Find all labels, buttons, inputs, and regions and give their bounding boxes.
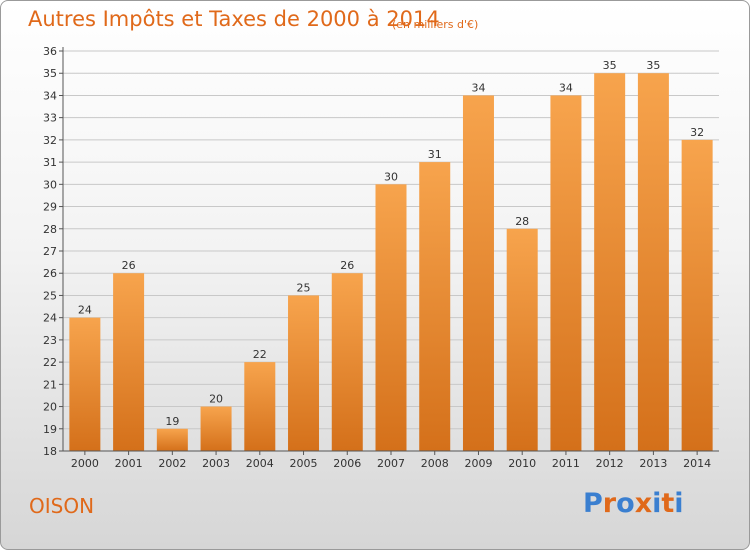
y-tick-label: 23 [43, 334, 57, 347]
logo-letter: i [674, 488, 684, 519]
bar-value-label: 34 [471, 81, 485, 94]
y-tick-label: 33 [43, 112, 57, 125]
bar-2000 [69, 317, 101, 451]
bar-2003 [200, 406, 232, 451]
bar-value-label: 25 [297, 281, 311, 294]
bar-2005 [288, 295, 320, 451]
x-tick-label: 2000 [71, 457, 99, 470]
x-tick-label: 2008 [421, 457, 449, 470]
bar-2004 [244, 362, 276, 451]
x-tick-label: 2009 [464, 457, 492, 470]
logo-letter: o [616, 488, 635, 519]
logo-letter: r [602, 488, 617, 519]
bar-2002 [156, 428, 188, 451]
bar-value-label: 31 [428, 148, 442, 161]
logo-letter: x [634, 488, 653, 519]
bar-value-label: 24 [78, 304, 92, 317]
y-tick-label: 36 [43, 45, 57, 58]
y-tick-label: 28 [43, 223, 57, 236]
bar-2012 [594, 73, 626, 451]
x-tick-label: 2006 [333, 457, 361, 470]
y-tick-label: 18 [43, 445, 57, 458]
x-tick-label: 2001 [115, 457, 143, 470]
bar-value-label: 35 [646, 59, 660, 72]
x-tick-label: 2014 [683, 457, 711, 470]
y-tick-label: 29 [43, 201, 57, 214]
bar-value-label: 22 [253, 348, 267, 361]
y-tick-label: 27 [43, 245, 57, 258]
bar-2010 [506, 228, 538, 451]
axes [59, 47, 719, 455]
x-tick-label: 2011 [552, 457, 580, 470]
bars [69, 73, 713, 452]
bar-2014 [681, 139, 713, 451]
labels: 18 19 20 21 22 23 24 25 26 27 28 29 30 31 32 33 34 35 36 24… [43, 45, 711, 470]
y-tick-label: 21 [43, 378, 57, 391]
x-tick-label: 2013 [639, 457, 667, 470]
y-tick-label: 35 [43, 67, 57, 80]
y-tick-label: 25 [43, 289, 57, 302]
x-tick-label: 2010 [508, 457, 536, 470]
y-tick-label: 19 [43, 423, 57, 436]
bar-value-label: 28 [515, 215, 529, 228]
bar-2008 [419, 162, 451, 451]
chart-title: Autres Impôts et Taxes de 2000 à 2014 [28, 7, 440, 31]
bar-value-label: 32 [690, 126, 704, 139]
x-tick-label: 2002 [158, 457, 186, 470]
commune-name: OISON [29, 494, 95, 518]
bar-2006 [331, 273, 363, 451]
y-tick-label: 24 [43, 312, 57, 325]
x-tick-label: 2003 [202, 457, 230, 470]
bar-2009 [462, 95, 494, 451]
logo-letter: P [583, 488, 603, 519]
bar-2007 [375, 184, 407, 452]
y-tick-label: 32 [43, 134, 57, 147]
bar-value-label: 26 [122, 259, 136, 272]
x-tick-label: 2004 [246, 457, 274, 470]
y-tick-label: 22 [43, 356, 57, 369]
chart-unit: (en milliers d'€) [392, 18, 479, 31]
x-tick-label: 2012 [596, 457, 624, 470]
proxiti-logo[interactable]: Proxiti [583, 488, 684, 519]
y-tick-label: 30 [43, 178, 57, 191]
y-tick-label: 34 [43, 89, 57, 102]
logo-letter: i [652, 488, 662, 519]
y-tick-label: 26 [43, 267, 57, 280]
x-tick-label: 2007 [377, 457, 405, 470]
y-tick-label: 20 [43, 401, 57, 414]
x-tick-label: 2005 [290, 457, 318, 470]
bar-value-label: 34 [559, 81, 573, 94]
logo-letter: t [661, 488, 675, 519]
bar-2001 [113, 273, 145, 451]
bar-value-label: 30 [384, 170, 398, 183]
bar-2013 [637, 73, 669, 451]
bar-value-label: 35 [603, 59, 617, 72]
bar-value-label: 20 [209, 393, 223, 406]
bar-value-label: 19 [165, 415, 179, 428]
bar-value-label: 26 [340, 259, 354, 272]
bar-2011 [550, 95, 582, 451]
y-tick-label: 31 [43, 156, 57, 169]
